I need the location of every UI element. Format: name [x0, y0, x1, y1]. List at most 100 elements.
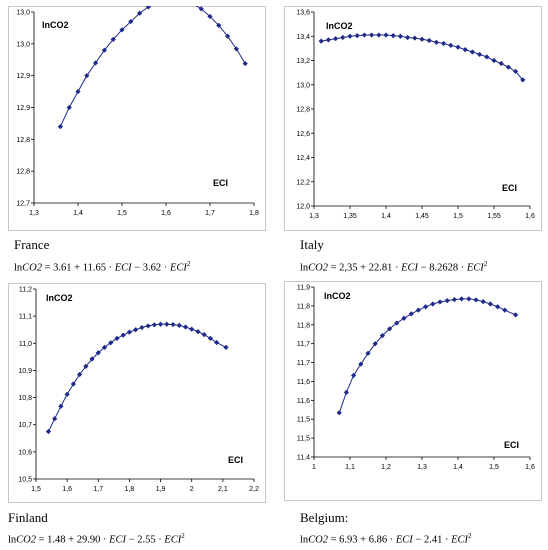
data-point [473, 297, 479, 303]
x-tick-label: 2,2 [249, 486, 259, 493]
x-tick-label: 1,2 [381, 464, 391, 471]
y-tick-label: 12,7 [16, 201, 30, 208]
eq-x2: ECI [169, 262, 187, 274]
y-tick-label: 13,0 [296, 82, 310, 89]
y-tick-label: 12,2 [296, 179, 310, 186]
data-point [361, 32, 367, 38]
data-point [390, 33, 396, 39]
data-point [415, 307, 421, 313]
data-point [64, 391, 70, 397]
data-point [419, 36, 425, 42]
x-tick-label: 2,1 [218, 486, 228, 493]
data-point [347, 33, 353, 39]
data-point [520, 77, 526, 83]
data-point [455, 44, 461, 50]
data-point [164, 321, 170, 327]
data-point [57, 124, 63, 130]
chart-italy: 12,0 12,2 12,4 12,6 12,8 13,0 13,2 13,4 13,6 1,3 1… [284, 6, 542, 231]
data-point [139, 324, 145, 331]
equation-italy: lnCO2 = 2,35 + 22.81 · ECI − 8.2628 · EC… [300, 260, 487, 274]
eq-rhs-a: = 2,35 + 22.81 · [328, 262, 402, 274]
data-point [336, 410, 342, 416]
data-point [207, 13, 213, 20]
y-axis-label: lnCO2 [324, 291, 351, 301]
y-axis-label: lnCO2 [326, 21, 353, 31]
data-point [423, 304, 429, 310]
x-tick-label: 1,6 [161, 210, 171, 217]
y-tick-label: 10,5 [18, 477, 32, 484]
data-point [207, 335, 213, 341]
y-tick-label: 13,4 [296, 34, 310, 41]
equation-france: lnCO2 = 3.61 + 11.65 · ECI − 3.62 · ECI2 [14, 260, 190, 274]
data-point [225, 33, 231, 39]
y-tick-label: 10,8 [18, 395, 32, 402]
y-tick-label: 12,6 [296, 131, 310, 138]
eq-x2: ECI [164, 534, 182, 546]
y-tick-label: 11,8 [297, 303, 310, 310]
data-point [343, 389, 349, 395]
data-point [502, 307, 508, 313]
data-point [93, 60, 99, 66]
x-tick-label: 1,35 [343, 213, 357, 220]
data-point [325, 37, 331, 43]
series-line [59, 6, 246, 127]
y-axis-label: lnCO2 [46, 293, 73, 303]
chart-panel-italy: 12,0 12,2 12,4 12,6 12,8 13,0 13,2 13,4 13,6 1,3 1… [284, 6, 542, 231]
data-point [151, 322, 157, 328]
y-tick-label: 11,4 [297, 455, 310, 462]
equation-finland: lnCO2 = 1.48 + 29.90 · ECI − 2.55 · ECI2 [8, 532, 185, 546]
data-point [170, 321, 176, 328]
data-point [412, 35, 418, 41]
data-point [369, 32, 375, 38]
chart-frame [8, 6, 266, 231]
data-point [379, 333, 385, 339]
y-tick-label: 10,9 [18, 368, 32, 375]
data-point [426, 37, 432, 44]
data-point [201, 332, 207, 338]
x-tick-label: 1 [312, 464, 316, 471]
data-point [133, 327, 139, 333]
eq-ln: ln [300, 262, 309, 274]
data-point [233, 46, 239, 52]
y-tick-label: 10,7 [18, 422, 32, 429]
data-point [459, 296, 465, 302]
x-tick-label: 1,5 [31, 486, 41, 493]
x-axis-label: ECI [213, 178, 228, 188]
x-tick-label: 1,5 [453, 213, 463, 220]
data-point [189, 326, 195, 332]
x-tick-label: 1,3 [29, 210, 39, 217]
x-tick-label: 2 [190, 486, 194, 493]
data-point [214, 339, 220, 346]
x-tick-label: 1,6 [525, 213, 535, 220]
chart-panel-france: 12,7 12,8 12,8 12,9 12,9 13,0 13,0 1,3 1,4 1,5 1,6… [8, 6, 266, 231]
data-point [484, 54, 490, 60]
data-point [383, 32, 389, 38]
data-point [408, 311, 414, 317]
data-point [469, 49, 475, 55]
data-point [498, 60, 504, 67]
x-tick-label: 1,45 [415, 213, 429, 220]
data-point [340, 34, 346, 41]
x-tick-label: 1,6 [525, 464, 535, 471]
eq-var: CO2 [308, 534, 329, 546]
y-tick-label: 13,0 [16, 10, 30, 17]
x-tick-label: 1,55 [487, 213, 501, 220]
data-point [351, 372, 357, 378]
data-point [401, 315, 407, 321]
eq-ln: ln [8, 534, 17, 546]
data-point [119, 27, 125, 33]
eq-exp: 2 [483, 260, 488, 268]
chart-panel-belgium: 11,4 11,5 11,5 11,6 11,6 11,7 11,7 11,8 11,8 11,9… [284, 281, 542, 501]
data-point [70, 381, 76, 387]
data-point [354, 33, 360, 39]
data-point [157, 321, 164, 327]
x-tick-label: 1,7 [205, 210, 215, 217]
y-tick-label: 12,9 [16, 73, 30, 80]
eq-x1: ECI [109, 534, 127, 546]
eq-rhs-a: = 6.93 + 6.86 · [328, 534, 396, 546]
y-tick-label: 12,8 [296, 107, 310, 114]
y-tick-label: 11,6 [297, 379, 310, 386]
y-tick-label: 11,1 [19, 314, 32, 321]
eq-x1: ECI [114, 262, 132, 274]
y-tick-label: 11,9 [297, 285, 310, 292]
